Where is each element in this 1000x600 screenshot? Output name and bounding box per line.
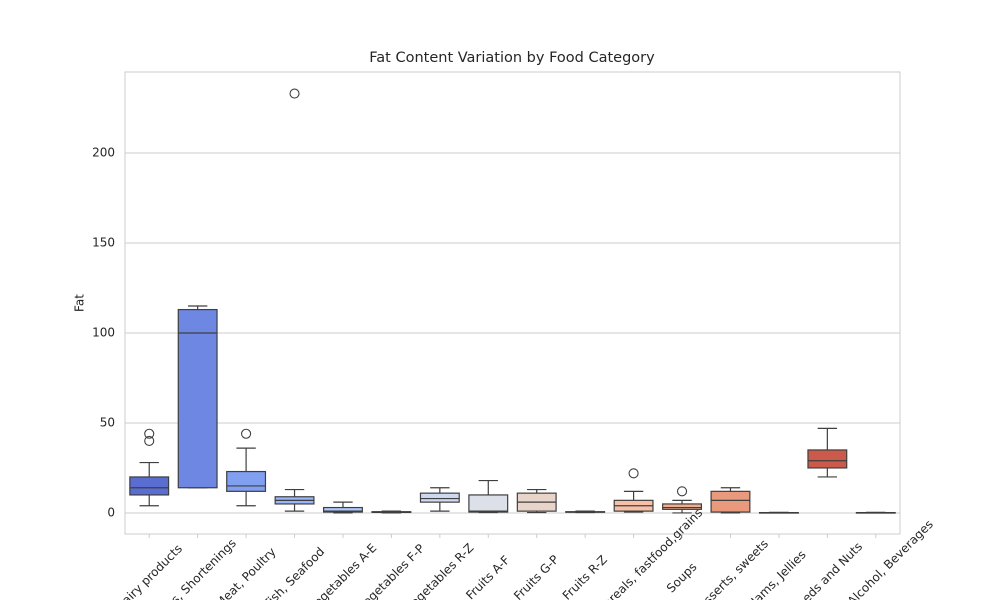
outlier: [144, 428, 155, 439]
box: [419, 492, 460, 503]
x-tick-label: Fruits G-P: [511, 552, 562, 600]
x-tick-label: Drinks,Alcohol, Beverages: [815, 517, 936, 600]
box: [226, 470, 267, 492]
x-tick-label: Fruits A-F: [463, 553, 512, 600]
outlier: [676, 486, 688, 497]
x-tick-label: Fruits R-Z: [560, 553, 610, 600]
box: [322, 506, 363, 513]
plot-frame: [124, 71, 901, 535]
x-tick-label: Soups: [664, 560, 700, 596]
outlier: [628, 468, 639, 479]
box: [710, 490, 751, 513]
y-tick-label: 150: [92, 235, 115, 249]
outlier: [241, 428, 252, 439]
y-tick-label: 100: [92, 325, 115, 339]
y-tick-label: 50: [100, 415, 115, 429]
box: [129, 476, 170, 496]
box: [662, 503, 703, 510]
box: [177, 308, 218, 489]
chart-title: Fat Content Variation by Food Category: [369, 50, 655, 66]
outlier: [289, 88, 300, 99]
y-tick-label: 200: [92, 145, 115, 159]
outlier: [144, 435, 155, 447]
y-tick-label: 0: [107, 505, 115, 519]
box: [807, 449, 848, 469]
box: [468, 494, 509, 513]
y-axis-label: Fat: [73, 294, 87, 312]
